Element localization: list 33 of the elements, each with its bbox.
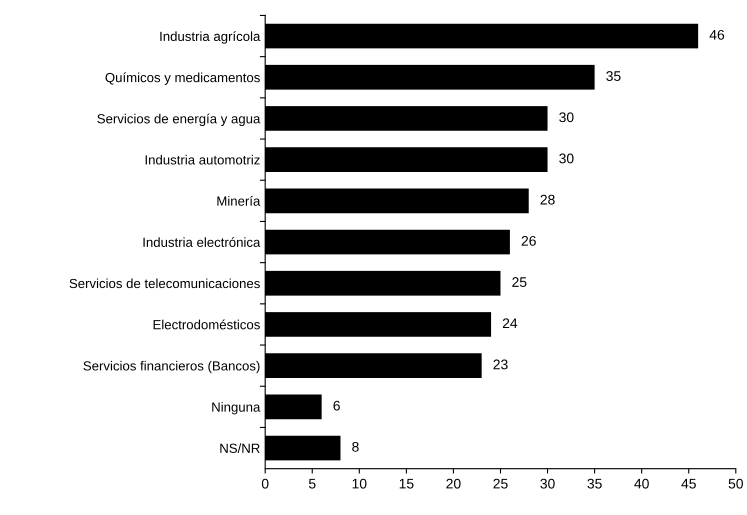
- data-label: 23: [493, 360, 508, 370]
- x-tick-label: 20: [446, 478, 461, 489]
- data-label: 35: [606, 71, 621, 81]
- data-label: 26: [522, 236, 536, 246]
- x-tick-label: 30: [540, 478, 555, 489]
- data-label: 24: [502, 318, 518, 328]
- y-tick-label: Servicios de energía y agua: [97, 114, 260, 126]
- y-tick-label: Industria automotriz: [146, 154, 260, 165]
- x-tick-label: 5: [308, 478, 316, 489]
- data-label: 30: [559, 112, 574, 122]
- y-tick-label: Químicos y medicamentos: [106, 72, 260, 85]
- data-label: 28: [540, 194, 555, 205]
- x-tick-label: 40: [634, 478, 649, 489]
- data-label: 25: [512, 277, 526, 287]
- x-tick-label: 45: [681, 478, 696, 489]
- data-label: 30: [559, 154, 574, 164]
- y-tick-label: Minería: [217, 196, 260, 206]
- y-tick-label: Servicios de telecomunicaciones: [70, 278, 260, 288]
- y-tick-label: Servicios financieros (Bancos): [83, 360, 260, 374]
- x-tick-label: 10: [352, 478, 366, 489]
- y-tick-label: NS/NR: [220, 443, 260, 453]
- x-tick-label: 25: [493, 478, 508, 489]
- y-tick-label: Electrodomésticos: [154, 320, 260, 330]
- y-tick-label: Industria electrónica: [143, 237, 260, 247]
- data-label: 8: [352, 442, 359, 452]
- x-tick-label: 50: [728, 478, 743, 489]
- y-tick-label: Industria agrícola: [160, 31, 260, 44]
- y-tick-label: Ninguna: [212, 402, 260, 414]
- x-tick-label: 15: [400, 478, 414, 489]
- data-label: 46: [710, 30, 724, 40]
- x-tick-label: 0: [262, 478, 269, 489]
- x-tick-label: 35: [587, 478, 602, 489]
- data-label: 6: [333, 400, 340, 411]
